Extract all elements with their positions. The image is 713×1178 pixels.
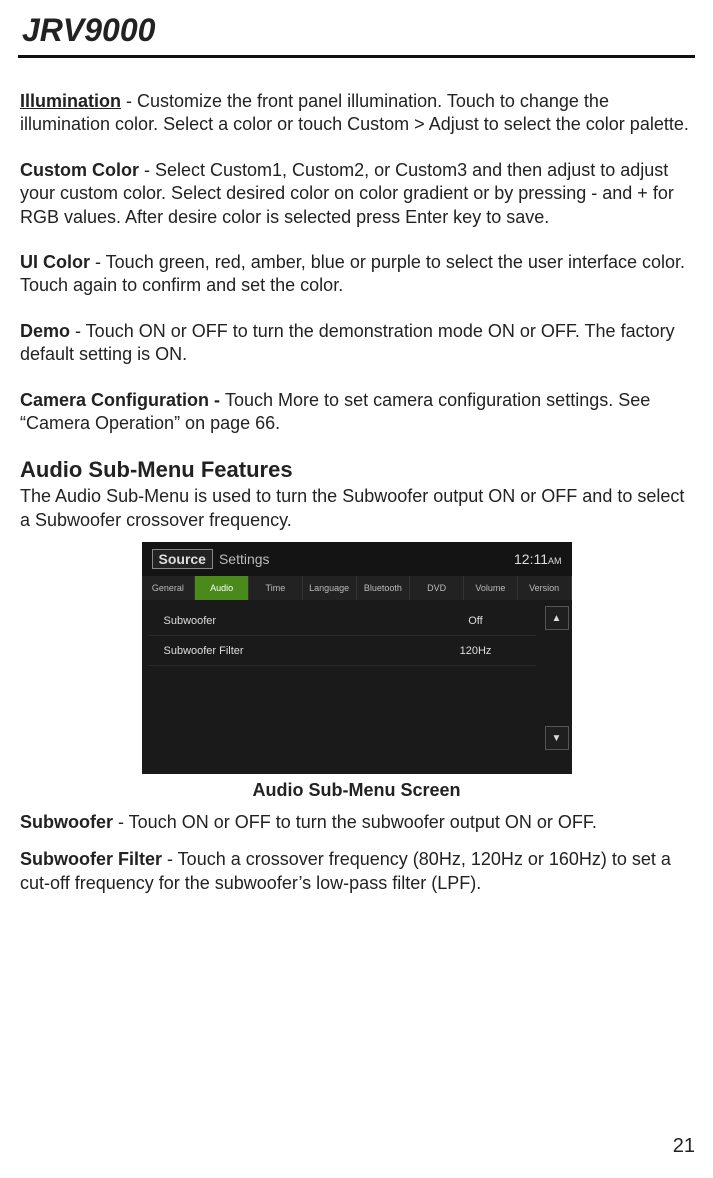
demo-section: Demo - Touch ON or OFF to turn the demon…	[18, 320, 695, 367]
camera-config-section: Camera Configuration - Touch More to set…	[18, 389, 695, 436]
tab-dvd[interactable]: DVD	[410, 576, 464, 600]
screenshot-container: Source Settings 12:11AM General Audio Ti…	[18, 542, 695, 774]
subwoofer-row[interactable]: Subwoofer Off	[148, 606, 536, 636]
subwoofer-section: Subwoofer - Touch ON or OFF to turn the …	[18, 811, 695, 834]
tab-version[interactable]: Version	[518, 576, 572, 600]
product-title: JRV9000	[18, 12, 695, 49]
illumination-section: Illumination - Customize the front panel…	[18, 90, 695, 137]
custom-color-section: Custom Color - Select Custom1, Custom2, …	[18, 159, 695, 229]
illumination-label: Illumination	[20, 91, 121, 111]
ui-color-label: UI Color	[20, 252, 90, 272]
tab-general[interactable]: General	[142, 576, 196, 600]
demo-label: Demo	[20, 321, 70, 341]
subwoofer-filter-row-label: Subwoofer Filter	[148, 645, 416, 657]
header-divider	[18, 55, 695, 58]
custom-color-label: Custom Color	[20, 160, 139, 180]
ui-color-text: - Touch green, red, amber, blue or purpl…	[20, 252, 685, 295]
screenshot-header: Source Settings 12:11AM	[142, 542, 572, 576]
subwoofer-row-label: Subwoofer	[148, 615, 416, 627]
triangle-down-icon: ▼	[552, 733, 562, 744]
source-button[interactable]: Source	[152, 549, 213, 569]
audio-submenu-heading: Audio Sub-Menu Features	[18, 457, 695, 483]
settings-list: Subwoofer Off Subwoofer Filter 120Hz	[142, 600, 542, 756]
list-spacer	[142, 666, 542, 756]
ui-color-section: UI Color - Touch green, red, amber, blue…	[18, 251, 695, 298]
subwoofer-label: Subwoofer	[20, 812, 113, 832]
scroll-down-button[interactable]: ▼	[545, 726, 569, 750]
settings-screenshot: Source Settings 12:11AM General Audio Ti…	[142, 542, 572, 774]
screenshot-caption: Audio Sub-Menu Screen	[18, 780, 695, 801]
subwoofer-filter-row[interactable]: Subwoofer Filter 120Hz	[148, 636, 536, 666]
triangle-up-icon: ▲	[552, 613, 562, 624]
settings-label: Settings	[219, 551, 514, 567]
subwoofer-filter-label: Subwoofer Filter	[20, 849, 162, 869]
tab-audio[interactable]: Audio	[195, 576, 249, 600]
tab-language[interactable]: Language	[303, 576, 357, 600]
tab-time[interactable]: Time	[249, 576, 303, 600]
subwoofer-row-value: Off	[416, 615, 536, 627]
clock-display: 12:11AM	[514, 551, 562, 567]
audio-submenu-intro: The Audio Sub-Menu is used to turn the S…	[18, 485, 695, 532]
subwoofer-filter-section: Subwoofer Filter - Touch a crossover fre…	[18, 848, 695, 895]
subwoofer-text: - Touch ON or OFF to turn the subwoofer …	[113, 812, 597, 832]
settings-tabs: General Audio Time Language Bluetooth DV…	[142, 576, 572, 600]
camera-config-label: Camera Configuration -	[20, 390, 225, 410]
tab-volume[interactable]: Volume	[464, 576, 518, 600]
tab-bluetooth[interactable]: Bluetooth	[357, 576, 411, 600]
scroll-column: ▲ ▼	[542, 600, 572, 756]
demo-text: - Touch ON or OFF to turn the demonstrat…	[20, 321, 675, 364]
scroll-up-button[interactable]: ▲	[545, 606, 569, 630]
illumination-text: - Customize the front panel illumination…	[20, 91, 689, 134]
subwoofer-filter-row-value: 120Hz	[416, 645, 536, 657]
screenshot-body: Subwoofer Off Subwoofer Filter 120Hz ▲ ▼	[142, 600, 572, 756]
page-number: 21	[673, 1135, 695, 1158]
